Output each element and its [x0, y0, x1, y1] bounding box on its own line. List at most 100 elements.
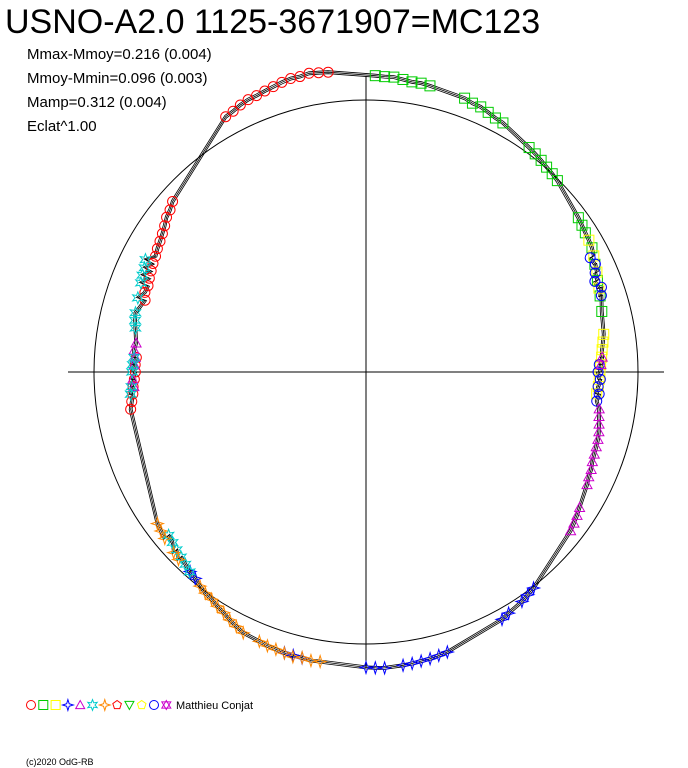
stat-line: Mmoy-Mmin=0.096 (0.003) — [27, 70, 207, 87]
data-point — [143, 272, 155, 284]
data-point — [322, 66, 334, 78]
data-point — [161, 211, 173, 223]
legend-symbol — [86, 698, 99, 712]
data-point — [235, 625, 251, 641]
data-point — [228, 618, 245, 635]
data-point — [149, 515, 166, 532]
data-point — [581, 478, 593, 490]
data-point — [514, 593, 530, 610]
data-point — [129, 305, 142, 321]
legend-symbol — [74, 699, 86, 710]
data-point — [220, 111, 232, 123]
data-point — [494, 611, 510, 628]
data-point — [125, 379, 138, 395]
data-point — [130, 336, 142, 348]
data-point — [267, 81, 279, 93]
stat-line: Mamp=0.312 (0.004) — [27, 94, 167, 111]
data-point — [151, 243, 163, 255]
data-point — [157, 530, 173, 547]
data-point — [592, 366, 604, 378]
data-point — [170, 551, 187, 568]
data-point — [592, 381, 604, 393]
data-point — [397, 73, 409, 85]
data-point — [203, 591, 220, 607]
data-point — [598, 328, 610, 340]
data-point — [126, 357, 140, 373]
data-point — [595, 290, 607, 302]
data-point — [595, 281, 607, 293]
data-point — [154, 235, 166, 247]
data-point — [593, 388, 605, 400]
data-point — [127, 350, 141, 365]
data-point — [125, 403, 137, 415]
data-point — [145, 265, 157, 277]
data-point — [128, 358, 141, 370]
data-point — [147, 257, 159, 269]
data-point — [551, 175, 563, 187]
data-point — [466, 97, 478, 109]
data-point — [424, 80, 436, 92]
data-point — [525, 580, 542, 596]
data-point — [165, 544, 182, 561]
stat-line: Eclat^1.00 — [27, 118, 97, 135]
data-point — [156, 228, 168, 240]
data-point — [125, 364, 139, 380]
curve-line — [131, 73, 603, 667]
data-point — [583, 234, 595, 246]
observer-name: Matthieu Conjat — [176, 700, 253, 712]
data-point — [234, 99, 246, 111]
data-point — [379, 71, 391, 83]
data-point — [251, 90, 263, 102]
legend-symbol — [124, 700, 135, 711]
data-point — [541, 161, 553, 173]
data-point — [367, 660, 383, 676]
data-point — [404, 655, 420, 672]
data-point — [596, 344, 608, 356]
data-point — [497, 117, 509, 129]
data-point — [376, 660, 393, 676]
data-point — [576, 219, 588, 231]
legend-symbol — [60, 697, 75, 713]
data-point — [582, 470, 595, 482]
data-point — [164, 204, 176, 216]
data-point — [564, 524, 577, 536]
data-point — [568, 517, 580, 528]
data-point — [124, 386, 138, 402]
legend-symbol — [112, 699, 122, 710]
data-point — [134, 275, 148, 291]
data-point — [482, 106, 494, 118]
data-point — [167, 195, 179, 207]
data-point — [209, 598, 226, 614]
data-point — [369, 70, 381, 82]
data-point — [591, 395, 603, 407]
data-point — [187, 570, 203, 587]
data-point — [131, 290, 145, 306]
data-point — [573, 501, 586, 513]
data-point — [590, 440, 603, 452]
data-point — [303, 652, 319, 669]
data-point — [129, 320, 142, 336]
data-point — [415, 77, 427, 89]
data-point — [285, 649, 301, 665]
data-point — [135, 267, 149, 283]
legend-symbol — [97, 697, 112, 713]
data-point — [138, 260, 151, 276]
legend-symbol — [26, 700, 36, 710]
data-point — [406, 76, 418, 88]
data-point — [579, 227, 591, 239]
data-point — [395, 657, 411, 674]
legend-symbol — [160, 699, 172, 711]
data-point — [585, 463, 598, 474]
data-point — [128, 312, 142, 328]
legend-symbol — [50, 700, 61, 710]
data-point — [589, 258, 601, 270]
data-point — [128, 380, 140, 392]
data-point — [388, 71, 400, 83]
data-point — [222, 612, 238, 628]
data-points — [124, 66, 610, 676]
data-point — [523, 142, 535, 154]
data-point — [227, 105, 239, 117]
light-curve-outline — [128, 70, 606, 670]
data-point — [251, 633, 268, 650]
data-point — [259, 85, 271, 97]
